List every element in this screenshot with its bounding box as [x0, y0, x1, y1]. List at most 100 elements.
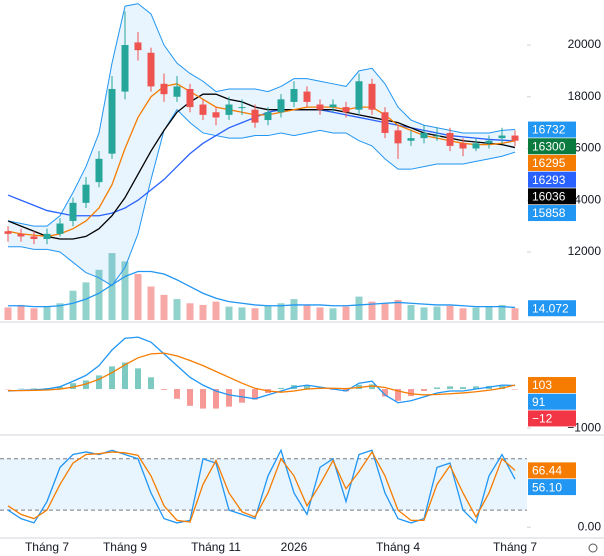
histogram-bar: [83, 380, 89, 390]
volume-bar: [472, 307, 480, 320]
band-lower: [8, 108, 516, 287]
candle-body: [472, 143, 480, 149]
volume-bar: [511, 308, 519, 320]
price-badge-label: 16295: [532, 156, 566, 170]
volume-bar: [485, 306, 493, 320]
volume-bar: [108, 253, 116, 320]
histogram-bar: [161, 389, 167, 390]
candle-body: [498, 135, 506, 139]
volume-bar: [56, 303, 64, 320]
candle-body: [316, 104, 324, 110]
volume-bar: [147, 286, 155, 320]
price-badge-label: 66.44: [532, 464, 562, 478]
volume-bar: [30, 308, 38, 320]
histogram-bar: [70, 383, 76, 390]
price-badge-label: 56.10: [532, 480, 562, 494]
histogram-bar: [96, 375, 102, 390]
candle-body: [173, 86, 181, 97]
histogram-bar: [499, 385, 505, 390]
x-tick-label: Tháng 7: [25, 540, 69, 554]
histogram-bar: [408, 389, 414, 397]
histogram-bar: [434, 387, 440, 390]
x-tick-label: 2026: [281, 540, 308, 554]
histogram-bar: [343, 389, 349, 392]
volume-bar: [225, 306, 233, 320]
histogram-bar: [122, 362, 128, 390]
candle-body: [121, 45, 129, 92]
histogram-bar: [447, 386, 453, 390]
volume-bar: [407, 304, 415, 320]
histogram-bar: [382, 389, 388, 397]
candle-body: [147, 52, 155, 87]
price-badge: [528, 205, 576, 222]
indicator-line: [8, 270, 516, 309]
price-badge: [528, 171, 576, 188]
candle-body: [381, 112, 389, 133]
volume-bar: [303, 304, 311, 320]
price-badge: [528, 188, 576, 205]
volume-bar: [433, 306, 441, 320]
volume-bar: [199, 304, 207, 320]
candle-body: [95, 158, 103, 183]
candle-body: [4, 231, 12, 234]
volume-bar: [17, 304, 25, 320]
volume-bar: [238, 307, 246, 320]
y-tick-label: 12000: [568, 244, 602, 258]
volume-bar: [43, 306, 51, 320]
candle-body: [56, 223, 64, 234]
indicator-line: [7, 93, 516, 240]
histogram-bar: [174, 389, 180, 399]
price-badge: [528, 479, 576, 496]
price-badge: [528, 462, 576, 479]
y-tick-label: 20000: [568, 37, 602, 51]
volume-bar: [342, 306, 350, 320]
histogram-bar: [239, 389, 245, 403]
x-tick-label: Tháng 7: [493, 540, 537, 554]
histogram-bar: [109, 366, 115, 390]
volume-bar: [498, 304, 506, 320]
histogram-bar: [304, 385, 310, 390]
price-badge: [528, 300, 576, 317]
histogram-bar: [57, 386, 63, 390]
price-badge: [528, 121, 576, 138]
band-fill: [8, 3, 515, 286]
volume-bar: [95, 269, 103, 320]
volume-bar: [121, 261, 129, 320]
y-tick-label: 0.00: [578, 519, 602, 533]
histogram-bar: [369, 384, 375, 390]
histogram-bar: [473, 386, 479, 390]
volume-bar: [186, 303, 194, 320]
volume-bar: [4, 307, 12, 320]
indicator-line: [8, 352, 516, 396]
price-badge-label: 15858: [532, 206, 566, 220]
candle-body: [69, 202, 77, 221]
histogram-bar: [421, 389, 427, 391]
candle-body: [303, 91, 311, 102]
histogram-bar: [226, 389, 232, 407]
candle-body: [290, 88, 298, 102]
volume-bar: [82, 282, 90, 320]
price-badge-label: 16036: [532, 190, 566, 204]
volume-bar: [264, 305, 272, 320]
candle-body: [485, 140, 493, 144]
band-upper: [7, 3, 516, 227]
indicator-line: [7, 83, 516, 238]
histogram-bar: [31, 388, 37, 390]
candle-body: [407, 138, 415, 141]
candle-body: [251, 109, 259, 123]
price-badge-label: 91: [532, 395, 546, 409]
histogram-bar: [213, 389, 219, 409]
volume-bar: [251, 308, 259, 320]
candle-body: [329, 104, 337, 108]
y-tick-label: 18000: [568, 89, 602, 103]
settings-icon[interactable]: [588, 543, 598, 553]
histogram-bar: [135, 368, 141, 390]
volume-bar: [420, 307, 428, 320]
histogram-bar: [395, 389, 401, 401]
volume-bar: [394, 299, 402, 320]
candle-body: [394, 130, 402, 144]
y-tick-label: 16000: [568, 141, 602, 155]
candle-body: [433, 135, 441, 137]
candle-body: [134, 42, 142, 51]
